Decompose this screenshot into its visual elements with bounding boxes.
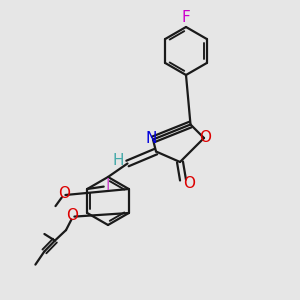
Text: O: O	[58, 186, 70, 201]
Text: O: O	[199, 130, 211, 145]
Text: O: O	[183, 176, 195, 190]
Text: F: F	[182, 11, 190, 26]
Text: O: O	[66, 208, 78, 223]
Text: N: N	[146, 131, 157, 146]
Text: H: H	[113, 153, 124, 168]
Text: I: I	[106, 178, 110, 194]
